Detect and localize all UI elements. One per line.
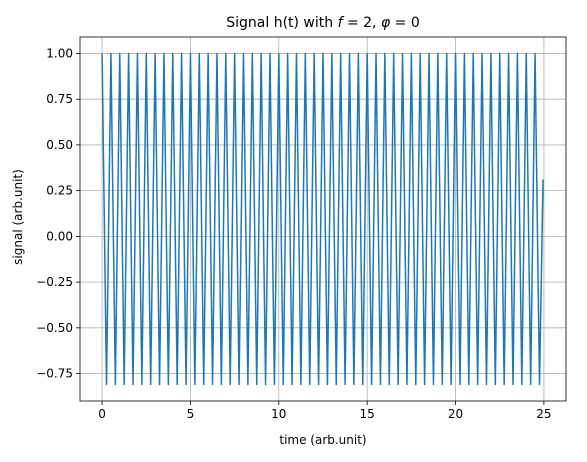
series-line [101,52,544,386]
x-tick-label: 20 [448,407,463,421]
y-tick-label: −0.25 [36,275,73,289]
x-tick-label: 15 [360,407,375,421]
y-tick-label: −0.50 [36,321,73,335]
x-tick-label: 5 [187,407,195,421]
plot-frame [79,36,567,402]
y-tick-label: 0.00 [46,229,73,243]
chart-title: Signal h(t) with f = 2, φ = 0 [226,15,420,31]
x-axis-label: time (arb.unit) [279,433,366,447]
y-axis-label: signal (arb.unit) [11,169,25,265]
y-tick-label: 1.00 [46,46,73,60]
title-prefix: Signal h(t) with [226,15,337,31]
x-tick-label: 0 [98,407,106,421]
series-layer [101,52,544,386]
y-tick-label: 0.25 [46,184,73,198]
y-axis: −0.75 −0.50 −0.25 0.00 0.25 0.50 0.75 1.00 [36,46,80,381]
y-tick-label: 0.75 [46,92,73,106]
x-tick-label: 10 [271,407,286,421]
title-f-symbol: f [338,15,345,31]
y-tick-label: −0.75 [36,367,73,381]
title-phi-symbol: φ [381,15,391,31]
grid [80,37,566,401]
x-tick-label: 25 [536,407,551,421]
x-axis: 0 5 10 15 20 25 [98,401,552,421]
title-phi-value: = 0 [390,15,420,31]
y-tick-label: 0.50 [46,138,73,152]
title-f-value: = 2, [343,15,381,31]
